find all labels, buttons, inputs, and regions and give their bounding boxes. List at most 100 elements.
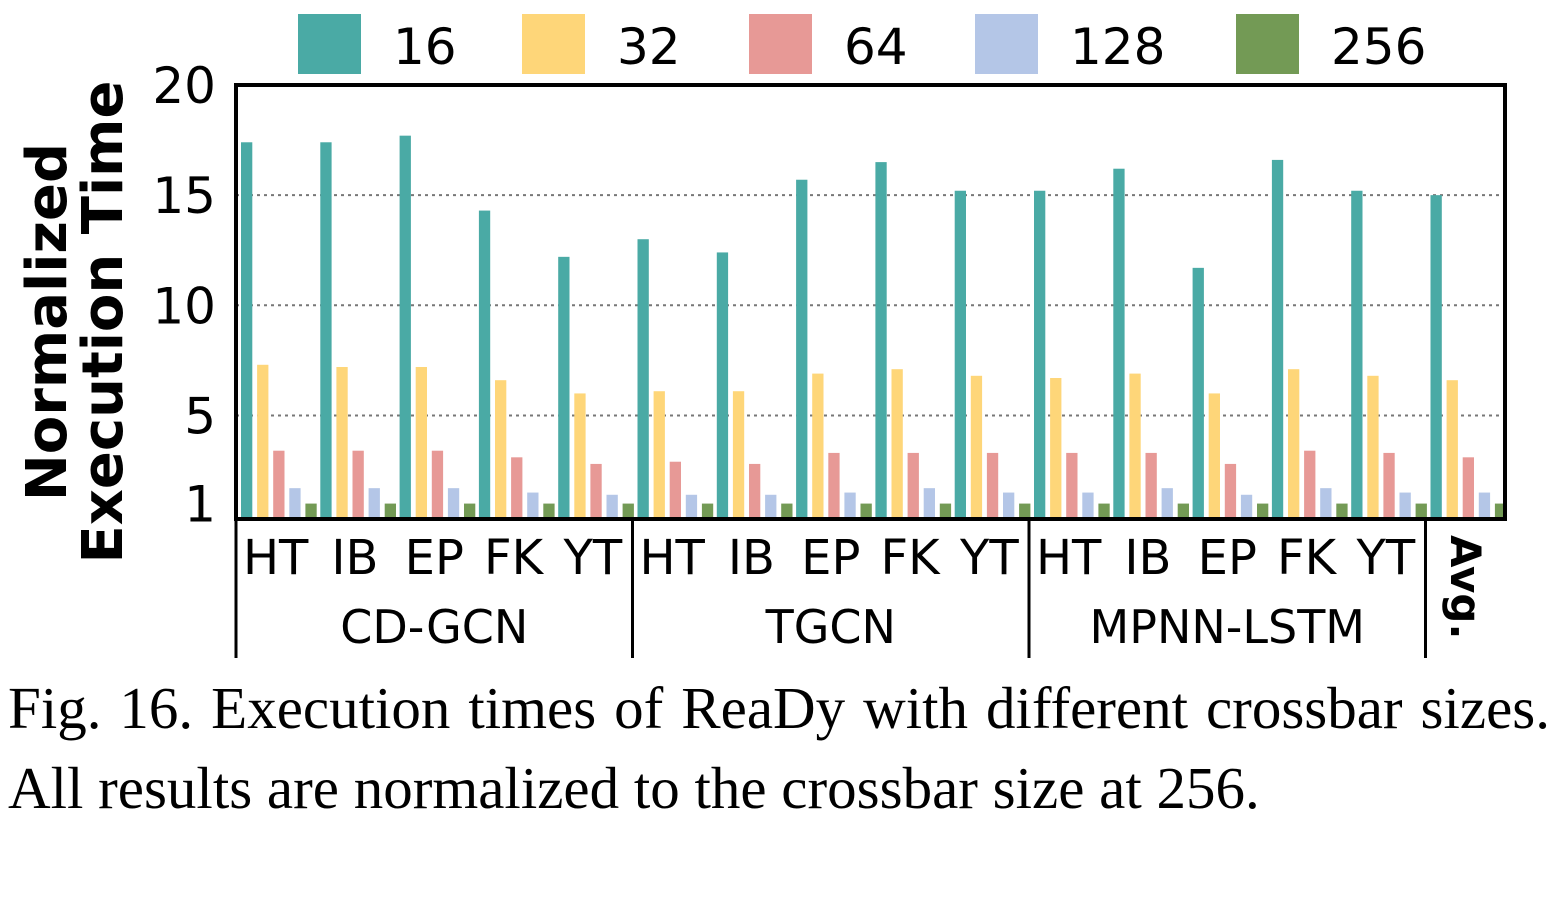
legend-swatch-32 <box>522 14 585 74</box>
bar-CD-GCN-HT-64 <box>273 450 285 519</box>
group-label: CD-GCN <box>340 600 528 654</box>
bar-CD-GCN-HT-32 <box>257 364 269 519</box>
bar-TGCN-IB-256 <box>781 503 793 519</box>
x-tick-label: HT <box>639 530 705 586</box>
x-tick-label: FK <box>484 530 545 586</box>
bar-TGCN-HT-256 <box>701 503 714 519</box>
bar-MPNN-LSTM-HT-32 <box>1050 378 1062 519</box>
bar-CD-GCN-HT-128 <box>289 488 301 519</box>
bar-MPNN-LSTM-IB-16 <box>1113 168 1125 519</box>
bar-TGCN-HT-128 <box>685 494 698 519</box>
bar-Avg.-avg-128 <box>1478 492 1491 519</box>
x-tick-label: YT <box>1356 530 1416 586</box>
bar-MPNN-LSTM-FK-32 <box>1288 369 1300 519</box>
bar-MPNN-LSTM-HT-64 <box>1066 452 1078 519</box>
legend-label-128: 128 <box>1070 18 1165 76</box>
bar-CD-GCN-IB-64 <box>352 450 364 519</box>
bar-CD-GCN-HT-16 <box>241 142 253 520</box>
bar-MPNN-LSTM-IB-128 <box>1161 488 1173 519</box>
bar-MPNN-LSTM-IB-64 <box>1145 452 1157 519</box>
bar-CD-GCN-YT-256 <box>622 503 634 519</box>
y-tick-label: 10 <box>152 277 216 335</box>
bar-TGCN-IB-128 <box>765 494 777 519</box>
bar-MPNN-LSTM-FK-256 <box>1336 503 1348 519</box>
bars <box>241 135 1507 520</box>
x-tick-label: IB <box>331 530 378 586</box>
group-label: MPNN-LSTM <box>1090 600 1365 654</box>
bar-CD-GCN-IB-32 <box>336 366 348 519</box>
bar-CD-GCN-YT-16 <box>558 256 570 519</box>
bar-CD-GCN-FK-256 <box>543 503 555 519</box>
bar-MPNN-LSTM-IB-32 <box>1129 373 1141 519</box>
bar-CD-GCN-EP-64 <box>431 450 444 519</box>
bar-TGCN-YT-64 <box>986 452 999 519</box>
x-tick-label: YT <box>959 530 1019 586</box>
x-tick-label: FK <box>881 530 942 586</box>
legend-label-16: 16 <box>393 18 457 76</box>
bar-MPNN-LSTM-FK-64 <box>1304 450 1316 519</box>
bar-MPNN-LSTM-YT-16 <box>1351 190 1363 519</box>
bar-TGCN-YT-128 <box>1003 492 1015 519</box>
bar-MPNN-LSTM-FK-16 <box>1271 159 1284 519</box>
x-tick-label: FK <box>1277 530 1338 586</box>
plot-frame <box>234 83 1507 521</box>
bar-TGCN-EP-128 <box>844 492 856 519</box>
bar-MPNN-LSTM-HT-256 <box>1098 503 1110 519</box>
x-tick-label: IB <box>1124 530 1171 586</box>
legend-swatch-16 <box>298 14 361 74</box>
bar-CD-GCN-IB-256 <box>384 503 396 519</box>
bar-TGCN-IB-64 <box>749 463 761 519</box>
x-tick-label: EP <box>801 530 860 586</box>
x-tick-label: HT <box>243 530 309 586</box>
bar-MPNN-LSTM-YT-64 <box>1383 452 1395 519</box>
bar-MPNN-LSTM-HT-128 <box>1082 492 1094 519</box>
bar-TGCN-EP-256 <box>860 503 872 519</box>
bar-TGCN-YT-16 <box>954 190 966 519</box>
legend-label-64: 64 <box>844 18 908 76</box>
figure-caption: Fig. 16. Execution times of ReaDy with d… <box>8 675 1550 821</box>
bar-TGCN-IB-16 <box>716 252 729 520</box>
y-axis-label-line-1: Normalized <box>15 143 80 501</box>
x-tick-label: EP <box>1198 530 1257 586</box>
bar-CD-GCN-IB-128 <box>368 488 380 519</box>
bar-MPNN-LSTM-YT-256 <box>1415 503 1427 519</box>
bar-CD-GCN-HT-256 <box>305 503 317 519</box>
legend-label-256: 256 <box>1331 18 1426 76</box>
bar-MPNN-LSTM-EP-128 <box>1240 494 1253 519</box>
bar-MPNN-LSTM-EP-32 <box>1208 393 1220 519</box>
bar-MPNN-LSTM-EP-16 <box>1192 267 1204 519</box>
bar-TGCN-HT-32 <box>653 391 665 519</box>
bar-TGCN-FK-64 <box>907 452 919 519</box>
legend-swatch-256 <box>1236 14 1299 74</box>
bar-MPNN-LSTM-EP-64 <box>1224 463 1237 519</box>
bar-Avg.-avg-32 <box>1446 380 1458 519</box>
bar-TGCN-HT-16 <box>637 239 649 519</box>
x-tick-label: EP <box>405 530 464 586</box>
bar-TGCN-IB-32 <box>732 391 745 519</box>
y-tick-label: 20 <box>152 57 216 115</box>
bar-Avg.-avg-16 <box>1430 195 1442 519</box>
bar-CD-GCN-FK-64 <box>511 457 523 519</box>
x-axis: HT IB EP FK YT CD-GCN HT IB EP FK YT TGCN HT IB EP FK YT… <box>234 519 1490 658</box>
bar-TGCN-EP-64 <box>828 452 840 519</box>
bar-TGCN-FK-16 <box>875 162 887 519</box>
y-tick-label: 15 <box>152 167 216 225</box>
legend: 16 32 64 128 256 <box>298 14 1426 76</box>
y-tick-label: 5 <box>184 387 216 445</box>
bar-TGCN-HT-64 <box>669 461 681 519</box>
bar-CD-GCN-YT-32 <box>574 393 586 519</box>
bar-CD-GCN-FK-32 <box>495 380 507 519</box>
bar-CD-GCN-EP-256 <box>464 503 476 519</box>
bar-TGCN-EP-16 <box>796 179 808 519</box>
bar-MPNN-LSTM-IB-256 <box>1177 503 1189 519</box>
bar-MPNN-LSTM-HT-16 <box>1034 190 1046 519</box>
bar-CD-GCN-IB-16 <box>320 142 332 520</box>
bar-CD-GCN-EP-128 <box>447 488 460 519</box>
legend-label-32: 32 <box>617 18 681 76</box>
bar-CD-GCN-EP-16 <box>399 135 411 519</box>
bar-TGCN-FK-256 <box>939 503 952 519</box>
bar-MPNN-LSTM-YT-32 <box>1367 375 1379 519</box>
bar-CD-GCN-YT-128 <box>606 494 618 519</box>
